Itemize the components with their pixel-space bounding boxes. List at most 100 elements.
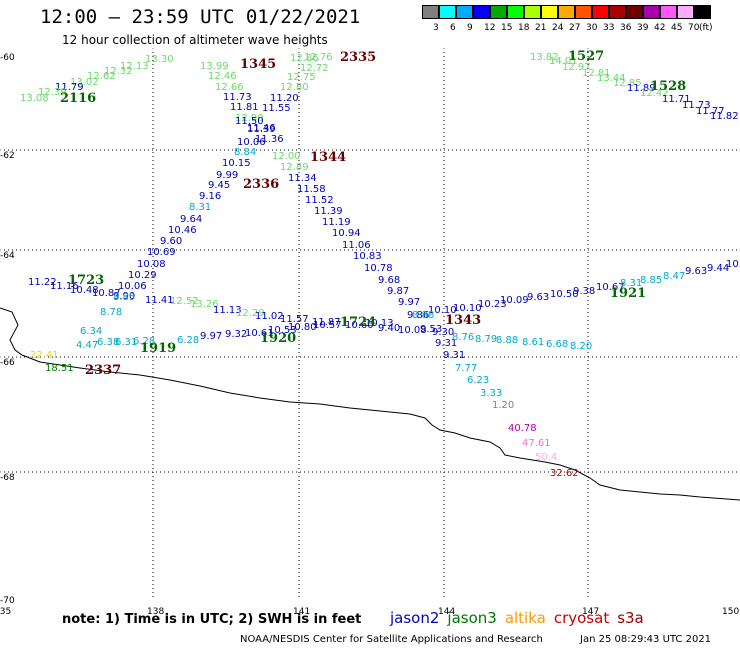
wave-height-value: 8.78 [100,307,122,318]
wave-height-value: 10.15 [222,158,251,169]
wave-height-value: 12.66 [215,82,244,93]
legend-swatch [660,5,677,19]
footer-credit: NOAA/NESDIS Center for Satellite Applica… [240,634,543,645]
wave-height-value: 11.02 [255,311,284,322]
lon-tick-label: 138 [147,607,164,617]
satellite-name: cryosat [553,609,610,627]
wave-height-value: 13.82 [530,52,559,63]
wave-height-value: 9.86 [407,310,429,321]
legend-swatches [422,5,711,19]
wave-height-value: 8.85 [640,275,662,286]
graticule: 135 138 141 144 147 150 -60 -62 -64 -66 -68 -70 [0,47,740,617]
wave-height-value: 13.44 [597,73,626,84]
wave-height-value: 11.39 [247,124,276,135]
pass-time-label: 1528 [650,79,686,94]
wave-height-value: 47.61 [522,438,551,449]
lon-tick-label: 144 [438,607,455,617]
wave-height-value: 6.68 [546,339,568,350]
legend-label: 21 [535,23,547,33]
map-title: 12:00 – 23:59 UTC 01/22/2021 [40,6,361,28]
legend-label: (ft) [699,23,713,33]
wave-height-value: 6.28 [133,336,155,347]
wave-height-value: 4.47 [76,340,98,351]
wave-height-value: 11.20 [270,93,299,104]
legend-swatch [490,5,507,19]
lat-tick-label: -62 [0,151,15,161]
wave-height-value: 11.34 [288,173,317,184]
wave-height-value: 12.32 [104,66,133,77]
lat-tick-label: -66 [0,358,15,368]
legend-label: 9 [467,23,473,33]
wave-height-value: 9.64 [180,214,202,225]
wave-height-value: 10.06 [118,281,147,292]
wave-height-value: 13.08 [20,93,49,104]
wave-height-value: 3.33 [480,388,502,399]
wave-height-value: 10.53 [268,325,297,336]
legend-swatch [643,5,660,19]
wave-height-value: 9.97 [398,297,420,308]
legend-swatch [626,5,643,19]
wave-height-value: 8.88 [496,335,518,346]
wave-height-value: 6.38 [97,337,119,348]
legend-label: 3 [433,23,439,33]
lat-tick-label: -68 [0,473,15,483]
pass-time-labels: 2116 1345 2335 1527 1528 1344 2336 1723 1921 1724… [60,49,686,378]
legend-label: 6 [450,23,456,33]
pass-time-label: 1723 [68,273,104,288]
legend-label: 42 [654,23,666,33]
lon-tick-label: 135 [0,607,11,617]
legend-label: 24 [552,23,564,33]
footer-note: note: 1) Time is in UTC; 2) SWH is in fe… [62,612,362,627]
wave-height-value: 12.46 [208,71,237,82]
pass-time-label: 1343 [445,313,481,328]
legend-swatch [694,5,711,19]
wave-height-value: 8.61 [522,337,544,348]
lon-tick-label: 150 [722,607,739,617]
legend-label: 18 [518,23,530,33]
legend-swatch [609,5,626,19]
wave-height-value: 12.86 [290,53,319,64]
pass-time-label: 1724 [340,315,376,330]
lat-tick-label: -64 [0,251,15,261]
wave-height-value: 10.23 [478,299,507,310]
satellite-name: jason3 [447,609,497,627]
wave-height-value: 8.88 [412,310,434,321]
wave-height-value: 8.76 [452,332,474,343]
wave-height-value: 10.08 [137,259,166,270]
wave-height-value: 11.73 [223,92,252,103]
wave-height-value: 12.75 [287,72,316,83]
wave-height-value: 6.31 [115,337,137,348]
wave-height-value: 11.19 [322,217,351,228]
wave-height-value: 11.36 [255,134,284,145]
wave-height-value: 9.63 [685,266,707,277]
legend-swatch [473,5,490,19]
pass-time-label: 2337 [85,363,121,378]
satellite-name: s3a [617,609,644,627]
wave-height-value: 10. [726,259,740,270]
legend-swatch [422,5,439,19]
coastline [0,307,740,501]
wave-height-value: 6.28 [177,335,199,346]
legend-swatch [439,5,456,19]
wave-height-value: 11.52 [305,195,334,206]
color-scale-legend: 3 6 9 12 15 18 21 24 27 30 33 36 39 42 45 70 (ft) [422,5,713,33]
wave-height-value: 11.73 [682,100,711,111]
wave-height-value: 9.53 [420,324,442,335]
wave-height-value: 11.77 [696,106,725,117]
wave-height-value: 10.46 [168,225,197,236]
wave-height-value: 8.20 [570,341,592,352]
legend-swatch [541,5,558,19]
wave-height-value: 10.29 [128,270,157,281]
wave-height-value: 10.13 [365,318,394,329]
wave-height-value: 12.72 [300,63,329,74]
wave-height-value: 11.22 [28,277,57,288]
legend-swatch [456,5,473,19]
legend-swatch [507,5,524,19]
wave-height-value: 13.30 [145,54,174,65]
wave-height-value: 6.34 [80,326,102,337]
wave-height-value: 9.68 [378,275,400,286]
wave-height-value: 11.58 [297,184,326,195]
pass-time-label: 1345 [240,57,276,72]
wave-height-value: 8.31 [620,278,642,289]
wave-height-value: 12.39 [38,87,67,98]
